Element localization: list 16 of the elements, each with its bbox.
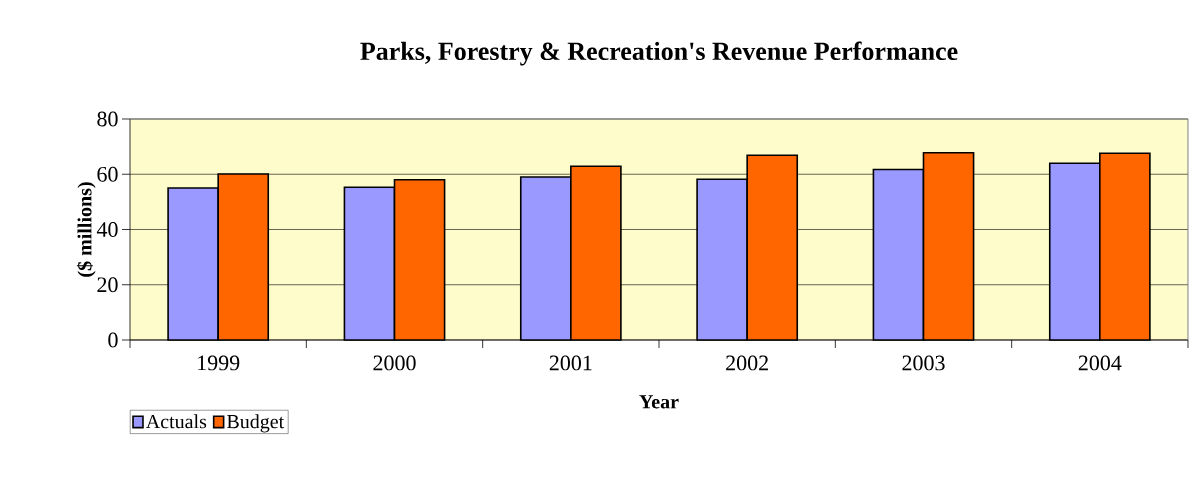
y-axis-title: ($ millions) xyxy=(76,182,96,277)
y-tick-label: 0 xyxy=(108,332,118,348)
legend-label: Budget xyxy=(227,414,285,433)
x-tick-label: 2001 xyxy=(549,355,592,371)
y-tick-label: 80 xyxy=(97,111,118,127)
x-tick-label: 2003 xyxy=(902,355,945,371)
x-tick-label: 2000 xyxy=(373,355,416,371)
legend-label: Actuals xyxy=(145,414,207,429)
x-axis-title: Year xyxy=(639,395,679,409)
x-tick-label: 2002 xyxy=(726,355,768,371)
y-tick-label: 60 xyxy=(97,166,118,182)
y-tick-label: 20 xyxy=(97,277,118,293)
y-tick-label: 40 xyxy=(96,222,118,237)
x-tick-label: 1999 xyxy=(198,355,240,371)
x-tick-label: 2004 xyxy=(1078,355,1122,371)
chart-title: Parks, Forestry & Recreation's Revenue Performance xyxy=(360,41,958,66)
